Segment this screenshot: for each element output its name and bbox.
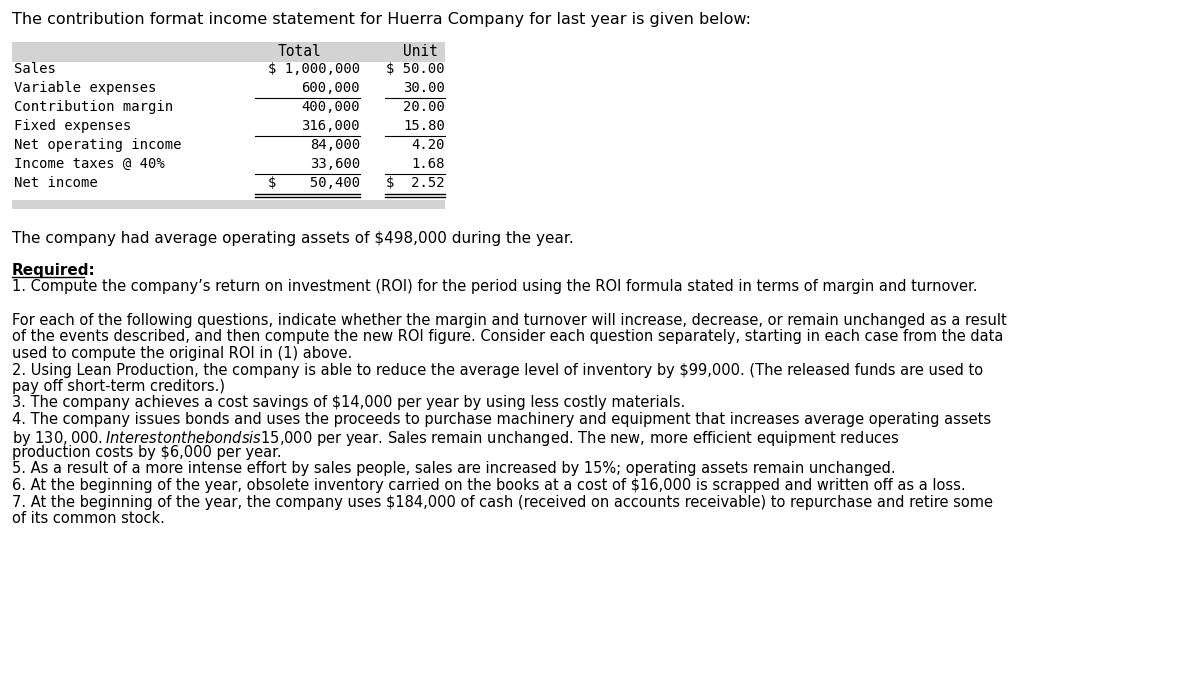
- Text: Required:: Required:: [12, 263, 96, 278]
- Text: 84,000: 84,000: [310, 138, 360, 152]
- Text: 33,600: 33,600: [310, 157, 360, 171]
- Text: 20.00: 20.00: [404, 100, 445, 114]
- Text: 6. At the beginning of the year, obsolete inventory carried on the books at a co: 6. At the beginning of the year, obsolet…: [12, 478, 966, 493]
- Text: Net operating income: Net operating income: [14, 138, 182, 152]
- Text: For each of the following questions, indicate whether the margin and turnover wi: For each of the following questions, ind…: [12, 313, 1007, 328]
- Text: Unit: Unit: [402, 44, 438, 59]
- Text: Variable expenses: Variable expenses: [14, 81, 157, 95]
- Text: Total: Total: [278, 44, 322, 59]
- Text: 3. The company achieves a cost savings of $14,000 per year by using less costly : 3. The company achieves a cost savings o…: [12, 396, 685, 411]
- Text: 316,000: 316,000: [301, 119, 360, 133]
- Text: 15.80: 15.80: [404, 119, 445, 133]
- Text: Fixed expenses: Fixed expenses: [14, 119, 132, 133]
- Text: 2. Using Lean Production, the company is able to reduce the average level of inv: 2. Using Lean Production, the company is…: [12, 363, 983, 378]
- Text: 4. The company issues bonds and uses the proceeds to purchase machinery and equi: 4. The company issues bonds and uses the…: [12, 412, 991, 427]
- Text: Contribution margin: Contribution margin: [14, 100, 173, 114]
- Text: $ 50.00: $ 50.00: [387, 62, 445, 76]
- Text: 1. Compute the company’s return on investment (ROI) for the period using the ROI: 1. Compute the company’s return on inves…: [12, 279, 978, 294]
- Text: Net income: Net income: [14, 176, 97, 190]
- Text: Income taxes @ 40%: Income taxes @ 40%: [14, 157, 165, 171]
- Text: The contribution format income statement for Huerra Company for last year is giv: The contribution format income statement…: [12, 12, 751, 27]
- Text: The company had average operating assets of $498,000 during the year.: The company had average operating assets…: [12, 231, 573, 246]
- Bar: [12, 200, 445, 209]
- Text: production costs by $6,000 per year.: production costs by $6,000 per year.: [12, 445, 281, 460]
- Text: of its common stock.: of its common stock.: [12, 511, 165, 526]
- Text: 4.20: 4.20: [412, 138, 445, 152]
- Text: used to compute the original ROI in (1) above.: used to compute the original ROI in (1) …: [12, 346, 353, 361]
- Text: Sales: Sales: [14, 62, 56, 76]
- Text: 400,000: 400,000: [301, 100, 360, 114]
- Text: by $130,000. Interest on the bonds is $15,000 per year. Sales remain unchanged. : by $130,000. Interest on the bonds is $1…: [12, 428, 900, 447]
- Text: of the events described, and then compute the new ROI figure. Consider each ques: of the events described, and then comput…: [12, 329, 1003, 344]
- Text: 1.68: 1.68: [412, 157, 445, 171]
- Text: $ 1,000,000: $ 1,000,000: [268, 62, 360, 76]
- Text: 7. At the beginning of the year, the company uses $184,000 of cash (received on : 7. At the beginning of the year, the com…: [12, 494, 994, 509]
- Bar: [12, 42, 445, 62]
- Text: $  2.52: $ 2.52: [387, 176, 445, 190]
- Text: 30.00: 30.00: [404, 81, 445, 95]
- Text: pay off short-term creditors.): pay off short-term creditors.): [12, 379, 226, 394]
- Text: $    50,400: $ 50,400: [268, 176, 360, 190]
- Text: 5. As a result of a more intense effort by sales people, sales are increased by : 5. As a result of a more intense effort …: [12, 462, 896, 477]
- Text: 600,000: 600,000: [301, 81, 360, 95]
